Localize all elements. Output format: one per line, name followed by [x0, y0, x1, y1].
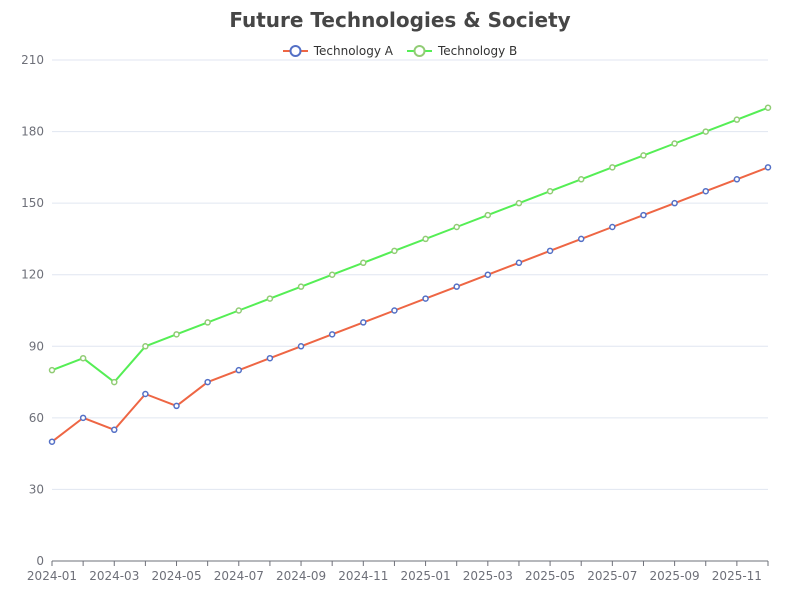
data-point-series-1[interactable] [297, 283, 305, 290]
data-point-series-1[interactable] [391, 247, 398, 255]
y-tick-label: 180 [21, 125, 44, 139]
data-point-series-0[interactable] [764, 164, 772, 171]
x-tick-label: 2025-07 [587, 569, 637, 583]
data-point-series-0[interactable] [111, 426, 118, 434]
data-point-series-1[interactable] [111, 378, 118, 386]
data-point-series-0[interactable] [266, 354, 274, 362]
y-tick-label: 30 [29, 482, 44, 496]
series-line-1 [51, 106, 769, 384]
x-tick-label: 2025-11 [712, 569, 762, 583]
y-tick-label: 120 [21, 268, 44, 282]
x-tick-label: 2025-05 [525, 569, 575, 583]
x-tick-label: 2024-01 [27, 569, 77, 583]
data-point-series-0[interactable] [142, 390, 149, 398]
data-point-series-1[interactable] [48, 366, 56, 374]
data-point-series-0[interactable] [297, 343, 305, 350]
data-point-series-1[interactable] [764, 104, 772, 111]
data-point-series-0[interactable] [422, 295, 429, 302]
data-point-series-0[interactable] [733, 176, 741, 183]
data-point-series-0[interactable] [235, 366, 243, 374]
data-point-series-0[interactable] [484, 271, 492, 278]
x-tick-label: 2025-03 [463, 569, 513, 583]
data-point-series-0[interactable] [79, 414, 87, 422]
data-point-series-1[interactable] [640, 152, 647, 159]
data-point-series-0[interactable] [204, 378, 211, 386]
legend-label-series-1: Technology B [437, 44, 518, 58]
x-tick-label: 2024-05 [151, 569, 201, 583]
data-point-series-0[interactable] [360, 319, 367, 326]
x-tick-label: 2024-03 [89, 569, 139, 583]
data-point-series-0[interactable] [515, 259, 523, 267]
data-point-series-0[interactable] [546, 247, 554, 255]
data-point-series-1[interactable] [422, 235, 429, 243]
x-tick-label: 2025-01 [400, 569, 450, 583]
data-point-series-0[interactable] [671, 199, 678, 207]
legend-label-series-0: Technology A [313, 44, 393, 58]
x-tick-label: 2024-07 [214, 569, 264, 583]
legend: Technology A Technology B [0, 40, 800, 62]
y-tick-label: 210 [21, 53, 44, 67]
data-point-series-0[interactable] [173, 402, 180, 410]
data-point-series-1[interactable] [546, 187, 554, 195]
data-point-series-1[interactable] [142, 343, 149, 350]
data-point-series-1[interactable] [577, 176, 585, 183]
legend-item-series-0[interactable]: Technology A [282, 44, 393, 58]
data-point-series-1[interactable] [484, 211, 492, 219]
data-point-series-0[interactable] [391, 307, 398, 314]
data-point-series-1[interactable] [235, 307, 243, 314]
legend-swatch-series-0-icon [282, 45, 308, 57]
x-tick-label: 2024-11 [338, 569, 388, 583]
series-line-0 [51, 166, 769, 443]
data-point-series-1[interactable] [328, 271, 336, 278]
data-point-series-0[interactable] [640, 211, 647, 219]
data-point-series-1[interactable] [79, 354, 87, 362]
y-tick-label: 60 [29, 411, 44, 425]
data-point-series-1[interactable] [609, 164, 616, 171]
x-tick-label: 2024-09 [276, 569, 326, 583]
x-tick-label: 2025-09 [650, 569, 700, 583]
data-point-series-0[interactable] [702, 187, 709, 195]
data-point-series-1[interactable] [671, 140, 678, 147]
data-point-series-1[interactable] [702, 128, 709, 135]
data-point-series-0[interactable] [328, 331, 336, 338]
y-tick-label: 150 [21, 196, 44, 210]
data-point-series-1[interactable] [360, 259, 367, 267]
data-point-series-0[interactable] [453, 283, 460, 290]
data-point-series-1[interactable] [515, 199, 523, 207]
y-tick-label: 0 [36, 554, 44, 568]
legend-item-series-1[interactable]: Technology B [406, 44, 518, 58]
data-point-series-1[interactable] [733, 116, 741, 123]
chart-title: Future Technologies & Society [229, 8, 571, 32]
y-tick-label: 90 [29, 339, 44, 353]
data-point-series-0[interactable] [48, 438, 56, 445]
data-point-series-0[interactable] [577, 235, 585, 243]
data-point-series-1[interactable] [453, 223, 460, 231]
data-point-series-1[interactable] [266, 295, 274, 302]
data-point-series-0[interactable] [609, 223, 616, 231]
data-point-series-1[interactable] [204, 319, 211, 326]
data-point-series-1[interactable] [173, 331, 180, 338]
legend-swatch-series-1-icon [406, 45, 432, 57]
